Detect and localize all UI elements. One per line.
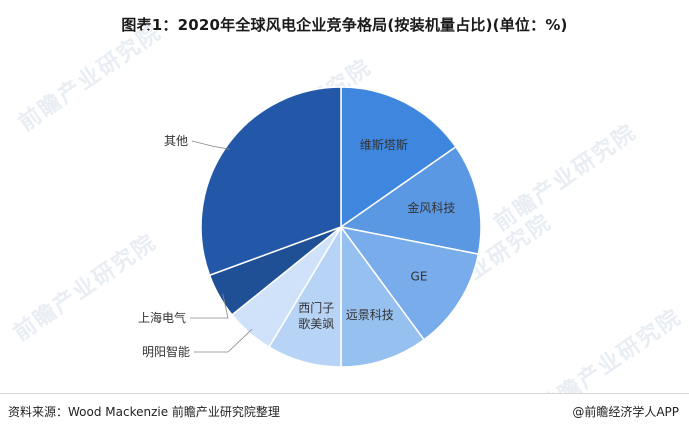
slice-label: 其他 (164, 134, 188, 148)
slice-label: GE (411, 270, 428, 284)
pie-chart: 维斯塔斯金风科技 GE 远景科技 西门子歌美飒明阳智能 上海电气 其他 (0, 40, 689, 390)
pie-slice (340, 224, 426, 368)
leader-line (191, 140, 230, 150)
footer: 资料来源：Wood Mackenzie 前瞻产业研究院整理 @前瞻经济学人APP (0, 393, 689, 434)
pie-slice (340, 86, 457, 229)
credit-note: @前瞻经济学人APP (572, 405, 679, 419)
leader-line (194, 329, 253, 353)
pie-slice (339, 145, 482, 255)
pie-slice (339, 225, 480, 341)
slice-label: 远景科技 (346, 308, 394, 322)
slice-label: 西门子歌美飒 (298, 300, 334, 331)
slice-label: 金风科技 (407, 200, 455, 215)
source-note: 资料来源：Wood Mackenzie 前瞻产业研究院整理 (8, 405, 280, 419)
slice-label: 维斯塔斯 (360, 138, 408, 152)
slice-label: 明阳智能 (142, 344, 190, 359)
chart-title: 图表1：2020年全球风电企业竞争格局(按装机量占比)(单位：%) (121, 16, 568, 34)
leader-line (190, 293, 229, 319)
pie-slice (200, 86, 342, 277)
slice-label: 上海电气 (138, 310, 186, 325)
